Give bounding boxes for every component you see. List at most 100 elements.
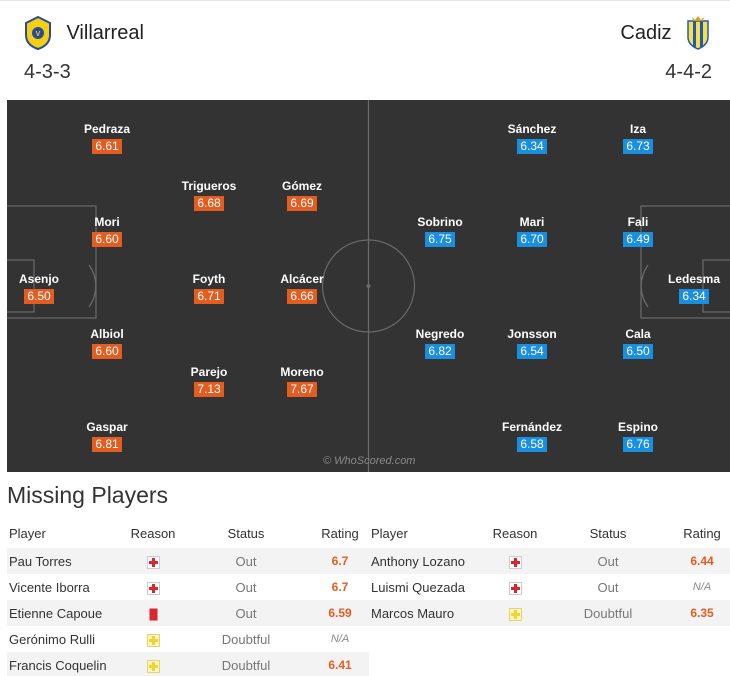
player-rating: 6.75 xyxy=(425,232,455,247)
player-name: Sánchez xyxy=(507,122,557,136)
injury-cross-icon[interactable] xyxy=(146,581,160,595)
player-name-cell[interactable]: Vicente Iborra xyxy=(9,579,90,595)
header-rating: Rating xyxy=(683,525,721,541)
player-home-rb[interactable]: Gaspar 6.81 xyxy=(79,420,135,453)
away-team-name[interactable]: Cadiz xyxy=(620,21,672,44)
player-home-rm[interactable]: Parejo 7.13 xyxy=(177,365,241,398)
player-home-cm[interactable]: Foyth 6.71 xyxy=(177,272,241,305)
header-reason: Reason xyxy=(130,525,176,541)
player-away-lb[interactable]: Iza 6.73 xyxy=(610,122,666,155)
rating-cell: 6.44 xyxy=(673,548,730,574)
doubtful-cross-icon[interactable] xyxy=(146,633,160,647)
header-player: Player xyxy=(371,525,408,541)
villarreal-crest-icon[interactable]: V xyxy=(24,15,52,51)
reason-cell xyxy=(125,548,181,574)
player-name-cell[interactable]: Etienne Capoue xyxy=(7,600,125,626)
player-rating: 6.70 xyxy=(517,232,547,247)
player-name: Gómez xyxy=(281,179,322,193)
player-home-gk[interactable]: Asenjo 6.50 xyxy=(15,272,63,305)
player-rating: 7.13 xyxy=(194,382,224,397)
player-name: Fali xyxy=(627,215,649,229)
rating-cell: 6.41 xyxy=(311,652,369,676)
player-away-rcb[interactable]: Cala 6.50 xyxy=(610,327,666,360)
player-rating: 6.34 xyxy=(679,289,709,304)
table-row: Gerónimo Rulli Doubtful N/A xyxy=(7,626,369,652)
reason-cell xyxy=(487,548,543,574)
player-name-cell[interactable]: Marcos Mauro xyxy=(369,600,487,626)
home-missing-table: Player Reason Status Rating Pau Torres O… xyxy=(7,518,369,676)
player-rating: 6.58 xyxy=(517,437,547,452)
player-name: Fernández xyxy=(501,420,562,434)
reason-cell xyxy=(125,574,181,600)
player-rating: 6.54 xyxy=(517,344,547,359)
rating-cell: 6.7 xyxy=(311,548,369,574)
svg-text:V: V xyxy=(36,31,41,38)
player-away-lm[interactable]: Sánchez 6.34 xyxy=(500,122,564,155)
player-name: Pedraza xyxy=(83,122,131,136)
table-row: Etienne Capoue Out 6.59 xyxy=(7,600,369,626)
player-away-st-right[interactable]: Negredo 6.82 xyxy=(405,327,475,360)
injury-cross-icon[interactable] xyxy=(146,555,160,569)
player-rating: 6.71 xyxy=(194,289,224,304)
player-name: Jonsson xyxy=(507,327,557,341)
player-away-lcb[interactable]: Fali 6.49 xyxy=(610,215,666,248)
player-away-rb[interactable]: Espino 6.76 xyxy=(610,420,666,453)
rating-cell: N/A xyxy=(330,633,350,645)
player-home-lm[interactable]: Trigueros 6.68 xyxy=(177,179,241,212)
reason-cell xyxy=(487,574,543,600)
away-team: Cadiz 4-4-2 xyxy=(620,15,712,84)
player-home-lb[interactable]: Pedraza 6.61 xyxy=(79,122,135,155)
player-away-rm[interactable]: Fernández 6.58 xyxy=(495,420,569,453)
status-cell: Doubtful xyxy=(181,652,311,676)
rating-cell: 6.7 xyxy=(331,580,349,594)
player-name-cell[interactable]: Pau Torres xyxy=(7,548,125,574)
player-rating: 6.81 xyxy=(92,437,122,452)
player-rating: 6.66 xyxy=(287,289,317,304)
injury-cross-icon[interactable] xyxy=(508,555,522,569)
status-cell: Out xyxy=(235,579,257,595)
player-rating: 6.34 xyxy=(517,139,547,154)
pitch-lines xyxy=(7,100,730,472)
player-rating: 6.49 xyxy=(623,232,653,247)
player-away-st-left[interactable]: Sobrino 6.75 xyxy=(405,215,475,248)
player-name-cell[interactable]: Anthony Lozano xyxy=(369,548,487,574)
player-home-lw[interactable]: Gómez 6.69 xyxy=(271,179,333,212)
table-row: Luismi Quezada Out N/A xyxy=(369,574,730,600)
player-name-cell[interactable]: Luismi Quezada xyxy=(371,579,465,595)
player-home-st[interactable]: Alcácer 6.66 xyxy=(271,272,333,305)
player-name: Trigueros xyxy=(181,179,237,193)
rating-cell: 6.35 xyxy=(673,600,730,626)
player-name: Asenjo xyxy=(18,272,59,286)
player-rating: 6.50 xyxy=(24,289,54,304)
home-formation: 4-3-3 xyxy=(24,61,71,83)
away-formation: 4-4-2 xyxy=(665,61,712,83)
player-rating: 6.61 xyxy=(92,139,122,154)
player-home-rcb[interactable]: Albiol 6.60 xyxy=(79,327,135,360)
player-rating: 6.50 xyxy=(623,344,653,359)
pitch: Asenjo 6.50 Pedraza 6.61 Mori 6.60 Albio… xyxy=(7,100,730,472)
cadiz-crest-icon[interactable] xyxy=(684,15,712,51)
player-away-gk[interactable]: Ledesma 6.34 xyxy=(666,272,722,305)
red-card-icon[interactable] xyxy=(147,608,160,621)
player-away-lcm[interactable]: Mari 6.70 xyxy=(500,215,564,248)
doubtful-cross-icon[interactable] xyxy=(508,607,522,621)
player-away-rcm[interactable]: Jonsson 6.54 xyxy=(500,327,564,360)
player-home-rw[interactable]: Moreno 7.67 xyxy=(271,365,333,398)
player-name: Foyth xyxy=(192,272,226,286)
home-team-name[interactable]: Villarreal xyxy=(66,21,144,44)
player-name-cell[interactable]: Francis Coquelin xyxy=(7,652,125,676)
reason-cell xyxy=(487,600,543,626)
injury-cross-icon[interactable] xyxy=(508,581,522,595)
doubtful-cross-icon[interactable] xyxy=(146,659,160,673)
header-rating: Rating xyxy=(321,525,359,541)
player-home-lcb[interactable]: Mori 6.60 xyxy=(79,215,135,248)
status-cell: Out xyxy=(543,548,673,574)
player-name: Mori xyxy=(94,215,120,229)
player-name: Moreno xyxy=(280,365,324,379)
rating-cell: N/A xyxy=(692,581,712,593)
reason-cell xyxy=(125,652,181,676)
player-rating: 6.69 xyxy=(287,196,317,211)
player-name-cell[interactable]: Gerónimo Rulli xyxy=(9,631,95,647)
player-name: Cala xyxy=(625,327,651,341)
header-status: Status xyxy=(589,525,627,541)
